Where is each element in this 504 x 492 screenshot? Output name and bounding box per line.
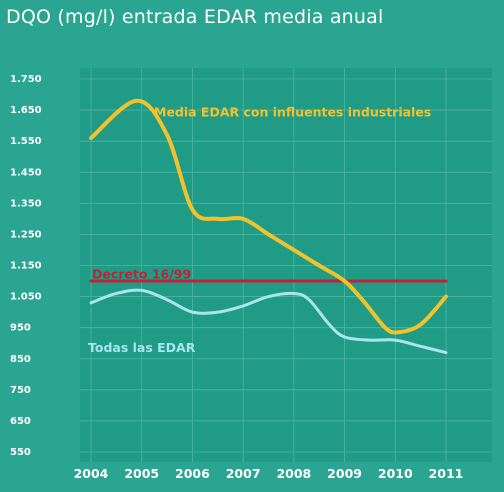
series-label-decreto-16-99: Decreto 16/99	[92, 266, 191, 281]
y-tick-label: 950	[10, 323, 31, 334]
x-tick-label: 2006	[175, 466, 210, 481]
chart-title: DQO (mg/l) entrada EDAR media anual	[6, 6, 384, 28]
x-tick-label: 2009	[327, 466, 362, 481]
y-tick-label: 850	[10, 354, 31, 365]
y-tick-label: 1.650	[10, 105, 42, 116]
y-tick-label: 650	[10, 416, 31, 427]
y-tick-label: 1.150	[10, 261, 42, 272]
series-line-todas-edar	[89, 288, 448, 355]
y-tick-label: 750	[10, 385, 31, 396]
series-line-media-edar-industriales	[89, 98, 448, 335]
grid	[80, 68, 492, 462]
series-label-todas-edar: Todas las EDAR	[88, 340, 196, 355]
y-tick-label: 1.750	[10, 74, 42, 85]
series-label-media-edar-industriales: Media EDAR con influentes industriales	[154, 105, 431, 120]
y-axis-ticks: 1.750 1.650 1.550 1.450 1.350 1.250 1.150 1.050…	[10, 74, 42, 458]
series-lines	[89, 98, 448, 355]
x-axis-ticks: 2004 2005 2006 2007 2008 2009 2010 2011	[74, 466, 464, 481]
x-tick-label: 2004	[74, 466, 109, 481]
series-labels: Media EDAR con influentes industriales De…	[88, 105, 431, 355]
plot-area	[80, 68, 492, 462]
y-tick-label: 1.250	[10, 229, 42, 240]
y-tick-label: 550	[10, 447, 31, 458]
y-tick-label: 1.350	[10, 198, 42, 209]
x-tick-label: 2011	[429, 466, 464, 481]
y-tick-label: 1.450	[10, 167, 42, 178]
y-tick-label: 1.050	[10, 292, 42, 303]
x-tick-label: 2007	[226, 466, 261, 481]
x-tick-label: 2005	[124, 466, 159, 481]
x-tick-label: 2010	[378, 466, 413, 481]
y-tick-label: 1.550	[10, 136, 42, 147]
x-tick-label: 2008	[276, 466, 311, 481]
